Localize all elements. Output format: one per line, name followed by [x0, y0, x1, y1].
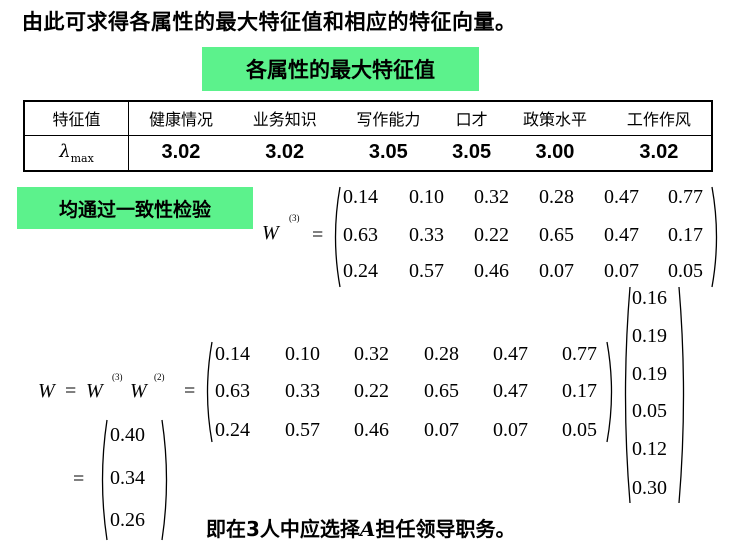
column-header: 口才: [440, 101, 504, 136]
table-header-row: 特征值 健康情况 业务知识 写作能力 口才 政策水平 工作作风: [23, 101, 712, 136]
vector-cell: 0.16: [632, 287, 667, 309]
result-right-paren: [161, 419, 168, 541]
w-symbol: W: [38, 380, 55, 402]
table-cell: 3.05: [440, 134, 504, 172]
vector-cell: 0.12: [632, 438, 667, 460]
matrix-cell: 0.07: [539, 260, 574, 282]
page-title: 由此可求得各属性的最大特征值和相应的特征向量。: [22, 10, 517, 34]
table-cell: 3.05: [336, 134, 441, 172]
matrix-cell: 0.10: [409, 186, 444, 208]
eigenvalue-table: 特征值 健康情况 业务知识 写作能力 口才 政策水平 工作作风 λmax 3.0…: [23, 100, 713, 172]
conclusion-candidate: A: [359, 517, 376, 541]
matrix-cell: 0.47: [493, 380, 528, 402]
matrix-cell: 0.46: [474, 260, 509, 282]
table-cell: 3.02: [606, 134, 712, 172]
column-header: 健康情况: [128, 101, 233, 136]
w3-factor-superscript: (3): [112, 372, 123, 382]
matrix-cell: 0.05: [668, 260, 703, 282]
result-left-paren: [101, 419, 108, 541]
matrix-cell: 0.14: [215, 343, 250, 365]
matrix-cell: 0.17: [668, 224, 703, 246]
result-cell: 0.40: [110, 424, 145, 446]
conclusion-suffix: 担任领导职务。: [375, 517, 516, 541]
w2-factor-symbol: W: [130, 380, 147, 402]
matrix-cell: 0.22: [474, 224, 509, 246]
matrix-cell: 0.65: [424, 380, 459, 402]
matrix-cell: 0.32: [354, 343, 389, 365]
product-right-paren: [606, 341, 613, 443]
vector-cell: 0.30: [632, 477, 667, 499]
column-header: 业务知识: [232, 101, 337, 136]
matrix-cell: 0.24: [343, 260, 378, 282]
matrix-cell: 0.77: [668, 186, 703, 208]
lambda-subscript: max: [70, 152, 94, 166]
w3-equals: =: [312, 224, 324, 246]
w2-factor-superscript: (2): [154, 372, 165, 382]
matrix-cell: 0.47: [493, 343, 528, 365]
table-cell: 3.02: [128, 134, 233, 172]
consistency-banner: 均通过一致性检验: [17, 187, 253, 229]
vector-right-paren: [678, 286, 685, 504]
result-cell: 0.34: [110, 467, 145, 489]
lambda-max-label: λmax: [24, 134, 129, 172]
matrix-cell: 0.33: [409, 224, 444, 246]
matrix-cell: 0.57: [409, 260, 444, 282]
column-header: 写作能力: [336, 101, 441, 136]
matrix-cell: 0.07: [493, 419, 528, 441]
lambda-symbol: λ: [59, 141, 71, 163]
w3-factor-symbol: W: [86, 380, 103, 402]
matrix-cell: 0.07: [424, 419, 459, 441]
product-left-paren: [206, 341, 213, 443]
matrix-cell: 0.47: [604, 224, 639, 246]
matrix-cell: 0.32: [474, 186, 509, 208]
table-cell: 3.02: [232, 134, 337, 172]
max-eigenvalue-banner: 各属性的最大特征值: [202, 47, 479, 91]
w3-left-paren: [334, 186, 341, 288]
matrix-cell: 0.65: [539, 224, 574, 246]
matrix-cell: 0.77: [562, 343, 597, 365]
equals-1: =: [65, 380, 77, 402]
conclusion-prefix: 即在3人中应选择: [206, 517, 360, 541]
matrix-cell: 0.24: [215, 419, 250, 441]
matrix-cell: 0.47: [604, 186, 639, 208]
w3-superscript: (3): [289, 213, 300, 223]
matrix-cell: 0.22: [354, 380, 389, 402]
table-value-row: λmax 3.02 3.02 3.05 3.05 3.00 3.02: [24, 134, 712, 172]
equals-2: =: [184, 380, 196, 402]
matrix-cell: 0.33: [285, 380, 320, 402]
w3-right-paren: [711, 186, 718, 288]
vector-cell: 0.19: [632, 363, 667, 385]
column-header: 工作作风: [606, 101, 712, 136]
result-cell: 0.26: [110, 509, 145, 531]
matrix-cell: 0.63: [343, 224, 378, 246]
matrix-cell: 0.10: [285, 343, 320, 365]
matrix-cell: 0.07: [604, 260, 639, 282]
row-header-label: 特征值: [23, 101, 129, 136]
matrix-cell: 0.46: [354, 419, 389, 441]
equals-3: =: [73, 468, 85, 490]
matrix-cell: 0.63: [215, 380, 250, 402]
vector-cell: 0.05: [632, 400, 667, 422]
conclusion-text: 即在3人中应选择A担任领导职务。: [206, 513, 515, 542]
matrix-cell: 0.28: [539, 186, 574, 208]
vector-cell: 0.19: [632, 325, 667, 347]
table-cell: 3.00: [503, 134, 607, 172]
matrix-cell: 0.57: [285, 419, 320, 441]
matrix-cell: 0.05: [562, 419, 597, 441]
column-header: 政策水平: [503, 101, 607, 136]
w3-symbol: W: [262, 222, 279, 244]
matrix-cell: 0.28: [424, 343, 459, 365]
matrix-cell: 0.14: [343, 186, 378, 208]
matrix-cell: 0.17: [562, 380, 597, 402]
vector-left-paren: [624, 286, 631, 504]
